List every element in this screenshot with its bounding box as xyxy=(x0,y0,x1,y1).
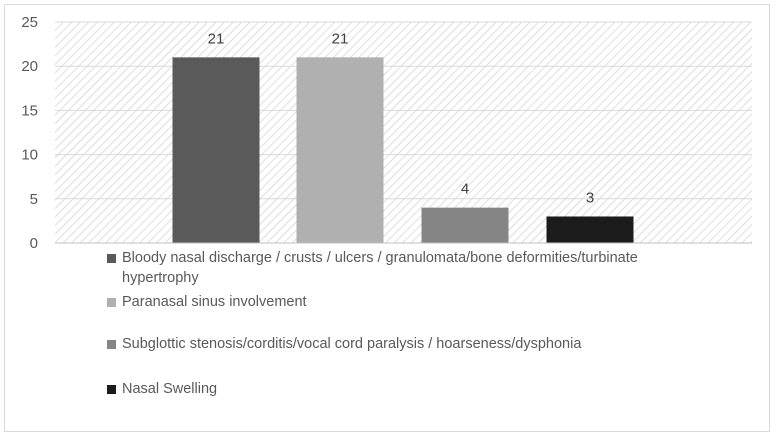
y-tick-label: 0 xyxy=(30,235,38,252)
y-tick-label: 10 xyxy=(21,147,38,164)
y-tick-label: 25 xyxy=(21,14,38,31)
bar-1 xyxy=(172,57,260,243)
legend-item-nasal-swelling: Nasal Swelling xyxy=(107,379,682,399)
y-axis-ticks: 0 5 10 15 20 25 xyxy=(21,14,38,252)
legend-swatch xyxy=(107,385,116,394)
data-label-2: 21 xyxy=(332,30,349,47)
legend-label: Paranasal sinus involvement xyxy=(122,294,307,310)
legend-swatch xyxy=(107,298,116,307)
data-label-3: 4 xyxy=(461,181,469,198)
y-tick-label: 5 xyxy=(30,191,38,208)
legend-label: Subglottic stenosis/corditis/vocal cord … xyxy=(122,336,582,352)
y-tick-label: 20 xyxy=(21,58,38,75)
bar-2 xyxy=(296,57,384,243)
plot-area xyxy=(55,22,752,243)
legend-label: Nasal Swelling xyxy=(122,381,218,397)
legend-swatch xyxy=(107,254,116,263)
data-labels: 21 21 4 3 xyxy=(208,30,595,206)
data-label-4: 3 xyxy=(586,189,594,206)
bar-4 xyxy=(546,216,634,243)
legend-label: Bloody nasal discharge / crusts / ulcers… xyxy=(122,250,638,286)
gridlines xyxy=(55,21,752,200)
bars xyxy=(172,57,634,243)
data-label-1: 21 xyxy=(208,30,225,47)
legend-item-subglottic-stenosis: Subglottic stenosis/corditis/vocal cord … xyxy=(107,334,682,354)
bar-3 xyxy=(421,207,509,243)
legend-swatch xyxy=(107,340,116,349)
legend-item-paranasal-sinus: Paranasal sinus involvement xyxy=(107,292,682,312)
legend-item-bloody-nasal-discharge: Bloody nasal discharge / crusts / ulcers… xyxy=(107,248,682,288)
y-tick-label: 15 xyxy=(21,102,38,119)
